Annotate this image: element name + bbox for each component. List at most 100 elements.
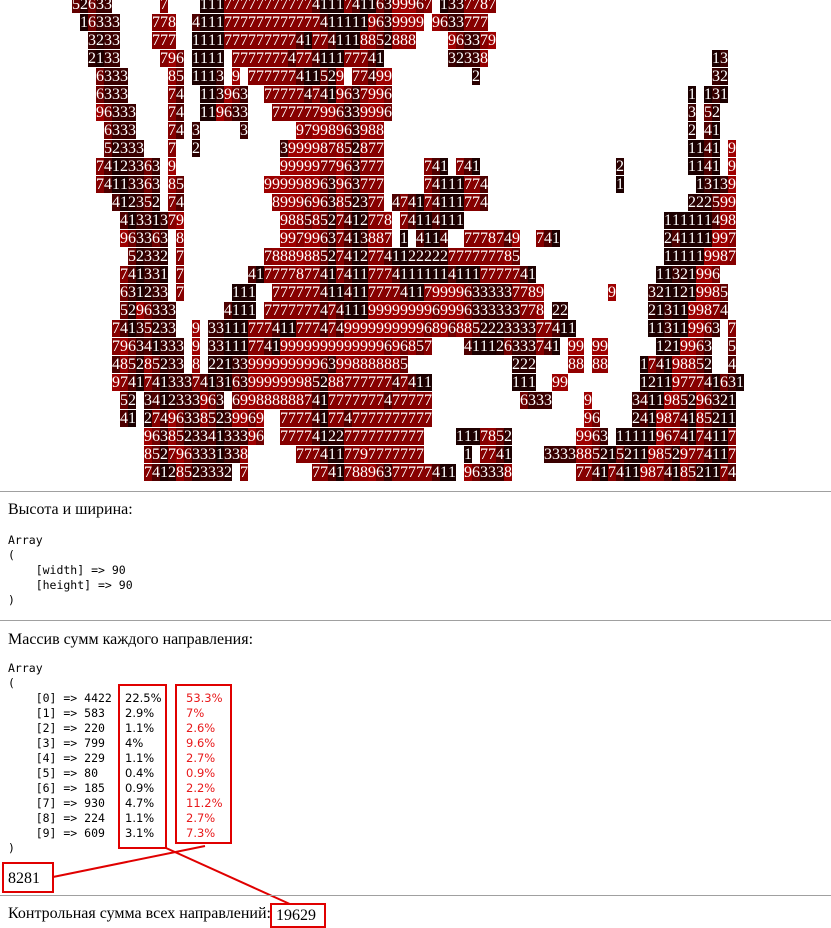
- digit-cell: 7: [272, 266, 280, 283]
- digit-cell: 9: [296, 194, 304, 211]
- digit-cell: 9: [440, 284, 448, 301]
- digit-cell: 3: [168, 338, 176, 355]
- digit-cell: 3: [128, 284, 136, 301]
- digit-cell: 3: [232, 428, 240, 445]
- subset-sum-box: 8281: [2, 862, 54, 893]
- digit-cell: 6: [376, 0, 384, 13]
- digit-cell: 8: [400, 32, 408, 49]
- digit-cell: 4: [272, 320, 280, 337]
- digit-cell: 7: [384, 230, 392, 247]
- digit-cell: 1: [680, 230, 688, 247]
- digit-cell: 7: [192, 374, 200, 391]
- digit-cell: 7: [256, 338, 264, 355]
- digit-cell: 7: [656, 464, 664, 481]
- digit-cell: 7: [728, 320, 736, 337]
- digit-cell: 3: [112, 14, 120, 31]
- digit-cell: 7: [392, 284, 400, 301]
- digit-cell: 4: [320, 446, 328, 463]
- size-heading: Высота и ширина:: [8, 501, 133, 518]
- digit-cell: 7: [240, 0, 248, 13]
- digit-cell: 7: [264, 0, 272, 13]
- digit-cell: 4: [432, 158, 440, 175]
- digit-cell: 4: [176, 104, 184, 121]
- digit-cell: 1: [656, 374, 664, 391]
- digit-cell: 7: [392, 410, 400, 427]
- digit-run: 7: [168, 140, 176, 158]
- digit-cell: 6: [320, 356, 328, 373]
- digit-cell: 6: [152, 428, 160, 445]
- digit-cell: 7: [240, 464, 248, 481]
- digit-cell: 2: [560, 302, 568, 319]
- digit-cell: 4: [312, 392, 320, 409]
- digit-cell: 6: [104, 104, 112, 121]
- digit-cell: 3: [160, 428, 168, 445]
- digit-cell: 1: [440, 158, 448, 175]
- percent-subset-item: 2.2%: [186, 781, 216, 795]
- digit-cell: 7: [344, 374, 352, 391]
- digit-cell: 1: [328, 284, 336, 301]
- digit-run: 1: [400, 230, 408, 248]
- digit-cell: 4: [640, 392, 648, 409]
- digit-cell: 3: [176, 356, 184, 373]
- digit-cell: 3: [152, 302, 160, 319]
- digit-cell: 7: [152, 14, 160, 31]
- digit-cell: 1: [648, 428, 656, 445]
- digit-cell: 9: [416, 302, 424, 319]
- digit-cell: 3: [328, 230, 336, 247]
- digit-cell: 1: [440, 464, 448, 481]
- digit-cell: 9: [120, 230, 128, 247]
- digit-cell: 6: [344, 122, 352, 139]
- digit-cell: 8: [144, 356, 152, 373]
- digit-cell: 7: [160, 32, 168, 49]
- digit-cell: 9: [280, 356, 288, 373]
- digit-cell: 3: [232, 446, 240, 463]
- digit-cell: 3: [152, 248, 160, 265]
- digit-cell: 9: [728, 194, 736, 211]
- digit-cell: 3: [112, 50, 120, 67]
- percent-total-list: 22.5% 2.9% 1.1% 4% 1.1% 0.4% 0.9% 4.7% 1.1% 3.1%: [125, 691, 162, 841]
- digit-cell: 7: [296, 320, 304, 337]
- digit-cell: 7: [424, 176, 432, 193]
- digit-cell: 1: [672, 320, 680, 337]
- digit-cell: 2: [600, 446, 608, 463]
- digit-cell: 7: [376, 284, 384, 301]
- digit-cell: 9: [488, 32, 496, 49]
- digit-cell: 7: [304, 428, 312, 445]
- digit-run: 9: [584, 392, 592, 410]
- digit-cell: 9: [280, 212, 288, 229]
- digit-cell: 3: [472, 284, 480, 301]
- digit-cell: 2: [352, 194, 360, 211]
- digit-cell: 3: [112, 104, 120, 121]
- digit-cell: 9: [232, 410, 240, 427]
- digit-cell: 7: [376, 392, 384, 409]
- digit-cell: 4: [320, 14, 328, 31]
- digit-cell: 3: [464, 32, 472, 49]
- digit-cell: 1: [728, 410, 736, 427]
- digit-cell: 1: [360, 0, 368, 13]
- digit-cell: 7: [360, 392, 368, 409]
- digit-cell: 6: [96, 68, 104, 85]
- digit-cell: 2: [192, 140, 200, 157]
- digit-cell: 9: [416, 14, 424, 31]
- digit-cell: 6: [144, 158, 152, 175]
- digit-cell: 1: [448, 176, 456, 193]
- digit-cell: 1: [352, 230, 360, 247]
- digit-cell: 1: [128, 320, 136, 337]
- digit-cell: 7: [464, 194, 472, 211]
- digit-cell: 3: [184, 374, 192, 391]
- connector-line: [165, 847, 293, 906]
- digit-cell: 3: [528, 392, 536, 409]
- digit-cell: 7: [160, 50, 168, 67]
- digit-cell: 1: [440, 266, 448, 283]
- percent-subset-item: 7%: [186, 706, 205, 720]
- digit-cell: 9: [392, 320, 400, 337]
